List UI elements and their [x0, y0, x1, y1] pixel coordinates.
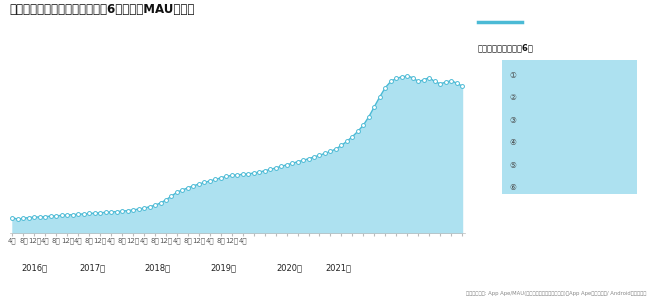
Text: 2020年: 2020年	[276, 263, 302, 272]
Text: ②: ②	[510, 93, 517, 102]
Text: ⑥: ⑥	[510, 183, 517, 192]
FancyBboxPatch shape	[502, 60, 637, 194]
Text: 2021年: 2021年	[326, 263, 352, 272]
Text: スーパーマーケット主要アプリ6つの合計MAU数推移: スーパーマーケット主要アプリ6つの合計MAU数推移	[10, 3, 195, 16]
Text: ⑤: ⑤	[510, 161, 517, 170]
Text: ①: ①	[510, 71, 517, 80]
Text: 2019年: 2019年	[211, 263, 237, 272]
Text: 2017年: 2017年	[79, 263, 105, 272]
Text: 2018年: 2018年	[145, 263, 171, 272]
Text: 出典データ元: App Ape/MAU(月間アクティブユーザー数)はApp Ape推定による/ Androidのみの数値: 出典データ元: App Ape/MAU(月間アクティブユーザー数)はApp Ap…	[467, 291, 647, 296]
Text: ④: ④	[510, 138, 517, 147]
Text: スーパー主要アプリ6つ: スーパー主要アプリ6つ	[478, 43, 534, 52]
Text: ③: ③	[510, 116, 517, 125]
Text: 2016年: 2016年	[21, 263, 47, 272]
